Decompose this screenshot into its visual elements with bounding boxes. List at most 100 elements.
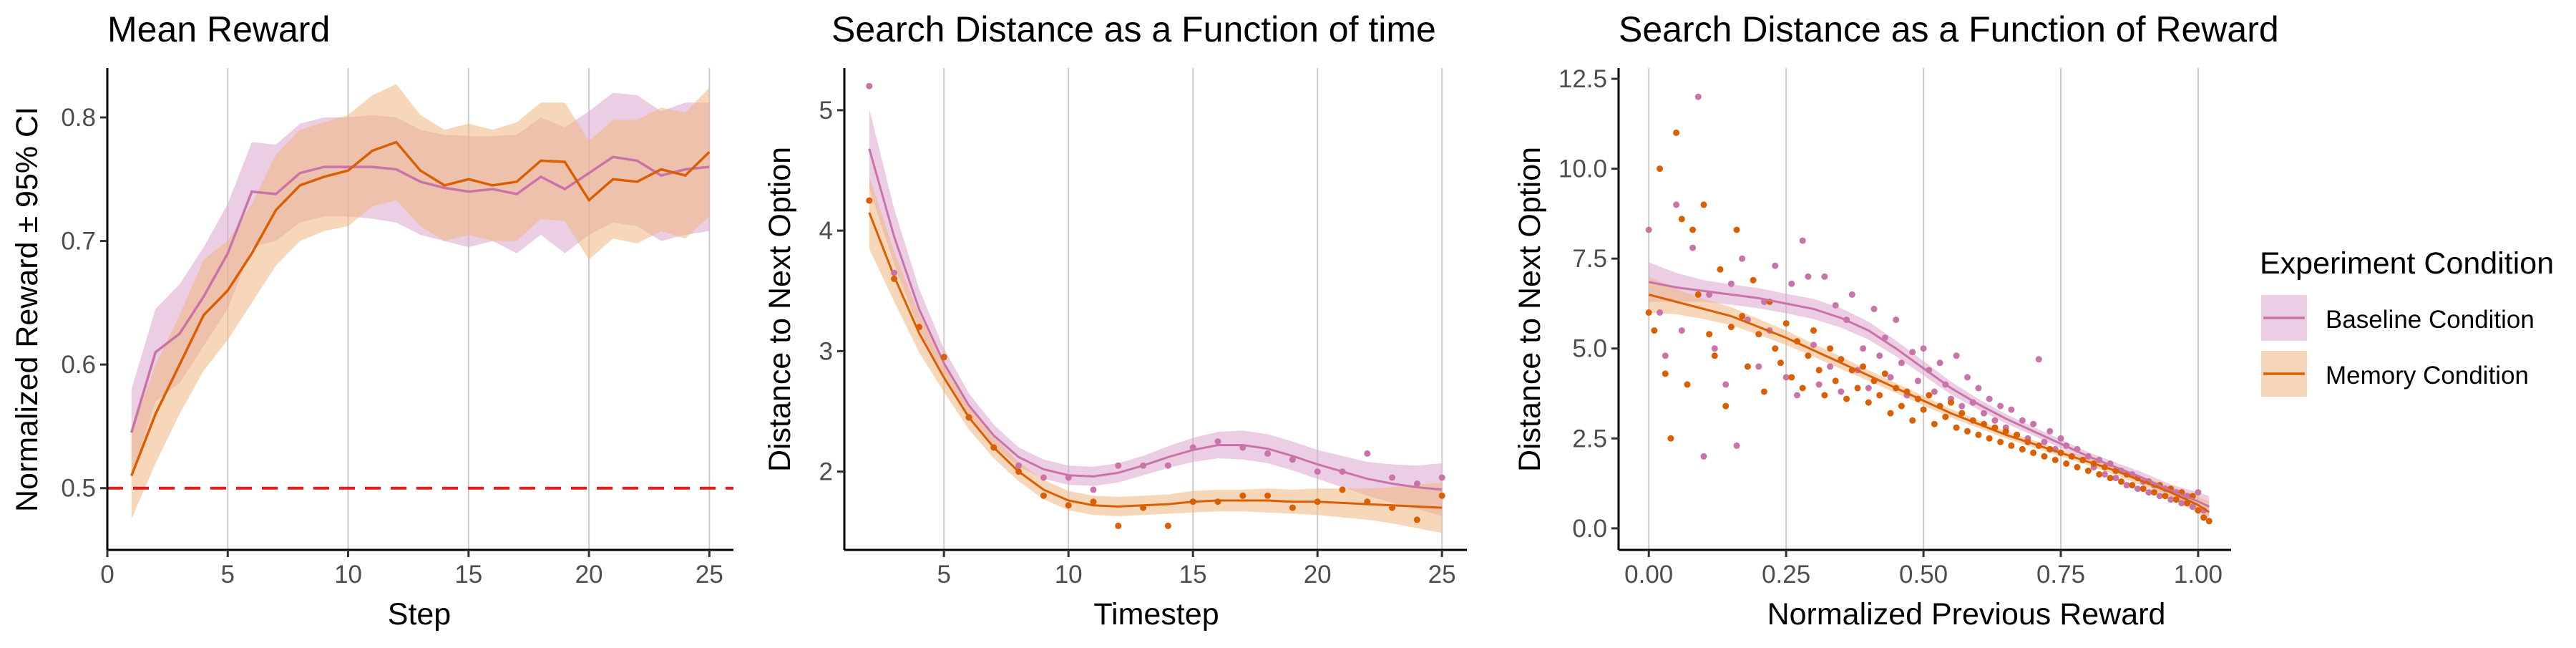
data-point-memory bbox=[1832, 377, 1839, 385]
data-point-memory bbox=[1662, 370, 1669, 377]
data-point-baseline bbox=[2112, 475, 2119, 482]
data-point-baseline bbox=[1981, 410, 1987, 417]
data-point-memory bbox=[1782, 320, 1790, 327]
data-point-baseline bbox=[1164, 462, 1171, 469]
legend: Experiment Condition Baseline Condition … bbox=[2260, 246, 2554, 397]
data-point-memory bbox=[1438, 492, 1445, 499]
y-tick-label: 0.5 bbox=[61, 475, 96, 503]
data-point-memory bbox=[1700, 201, 1707, 208]
data-point-baseline bbox=[1015, 462, 1023, 469]
data-point-memory bbox=[1843, 395, 1850, 402]
data-point-baseline bbox=[1739, 255, 1746, 262]
data-point-baseline bbox=[1870, 306, 1878, 312]
data-point-memory bbox=[1657, 165, 1664, 173]
data-point-baseline bbox=[1140, 462, 1147, 469]
x-tick-label: 0 bbox=[100, 561, 114, 589]
data-point-memory bbox=[1815, 367, 1823, 374]
data-point-memory bbox=[2084, 468, 2092, 474]
data-point-baseline bbox=[1289, 456, 1296, 463]
legend-title: Experiment Condition bbox=[2260, 246, 2554, 281]
data-point-memory bbox=[1876, 392, 1883, 399]
data-point-baseline bbox=[1893, 316, 1900, 324]
y-tick-label: 0.0 bbox=[1572, 515, 1607, 543]
data-point-baseline bbox=[1065, 474, 1072, 481]
data-point-baseline bbox=[2008, 406, 2015, 413]
data-point-memory bbox=[1799, 385, 1806, 392]
panel-2-axes: 5 10 15 20 25 2 3 4 5 bbox=[819, 68, 1467, 589]
data-point-baseline bbox=[1810, 342, 1817, 349]
data-point-baseline bbox=[1931, 388, 1938, 395]
x-tick-label: 20 bbox=[1304, 561, 1332, 589]
data-point-baseline bbox=[1413, 480, 1420, 487]
data-point-memory bbox=[1164, 522, 1171, 529]
data-point-baseline bbox=[2167, 496, 2175, 503]
data-point-baseline bbox=[1694, 93, 1702, 100]
x-tick-label: 0.50 bbox=[1899, 561, 1948, 589]
smooth-line-memory bbox=[868, 212, 1443, 509]
data-point-memory bbox=[1015, 468, 1023, 475]
x-tick-label: 20 bbox=[575, 561, 603, 589]
data-point-baseline bbox=[1958, 402, 1966, 410]
data-point-baseline bbox=[1339, 468, 1346, 475]
ci-band-memory bbox=[869, 176, 1443, 533]
data-point-baseline bbox=[1189, 444, 1196, 451]
data-point-memory bbox=[1689, 226, 1697, 233]
data-point-memory bbox=[1920, 406, 1927, 413]
data-point-memory bbox=[2151, 489, 2157, 496]
data-point-baseline bbox=[1264, 450, 1272, 457]
data-point-baseline bbox=[2030, 420, 2037, 427]
data-point-memory bbox=[990, 444, 997, 451]
data-point-baseline bbox=[1964, 374, 1971, 381]
panel-mean-reward: Mean Reward Step Normalized Reward ± 95%… bbox=[10, 9, 733, 632]
data-point-baseline bbox=[2123, 482, 2130, 489]
data-point-memory bbox=[915, 324, 922, 331]
y-tick-label: 0.8 bbox=[61, 104, 96, 132]
y-tick-label: 0.7 bbox=[61, 228, 96, 256]
data-point-memory bbox=[1909, 417, 1916, 424]
data-point-memory bbox=[1948, 399, 1954, 406]
data-point-memory bbox=[965, 414, 972, 421]
panel-distance-time: Search Distance as a Function of time Ti… bbox=[763, 9, 1467, 632]
data-point-baseline bbox=[2189, 503, 2196, 511]
series-line-baseline bbox=[130, 155, 710, 433]
data-point-memory bbox=[2118, 478, 2124, 485]
data-point-memory bbox=[1887, 410, 1894, 417]
panel-3-xlabel: Normalized Previous Reward bbox=[1767, 597, 2166, 632]
x-tick-label: 5 bbox=[937, 561, 950, 589]
data-point-memory bbox=[1711, 352, 1718, 359]
smooth-line-baseline bbox=[868, 148, 1443, 491]
data-point-baseline bbox=[2101, 471, 2108, 478]
data-point-baseline bbox=[1821, 273, 1828, 280]
data-point-baseline bbox=[1788, 280, 1795, 287]
data-point-memory bbox=[1975, 431, 1982, 438]
data-point-memory bbox=[1651, 327, 1658, 334]
data-point-memory bbox=[1214, 498, 1221, 506]
data-point-memory bbox=[1239, 492, 1246, 499]
data-point-memory bbox=[1339, 486, 1346, 493]
data-point-memory bbox=[2019, 445, 2026, 453]
panel-2-ci-bands bbox=[869, 109, 1443, 533]
data-point-memory bbox=[1065, 502, 1072, 509]
data-point-memory bbox=[2051, 456, 2059, 463]
data-point-baseline bbox=[866, 82, 873, 90]
data-point-baseline bbox=[1673, 201, 1680, 208]
data-point-memory bbox=[2162, 493, 2169, 500]
panel-3-title: Search Distance as a Function of Reward bbox=[1619, 9, 2279, 49]
data-point-baseline bbox=[1040, 474, 1047, 481]
panel-3-ylabel: Distance to Next Option bbox=[1513, 147, 1547, 472]
data-point-baseline bbox=[1848, 291, 1855, 298]
data-point-baseline bbox=[2046, 427, 2054, 435]
panel-1-ylabel: Normalized Reward ± 95% CI bbox=[10, 107, 44, 512]
data-point-memory bbox=[891, 275, 898, 282]
legend-item-memory: Memory Condition bbox=[2261, 351, 2529, 397]
data-point-baseline bbox=[1865, 385, 1872, 392]
data-point-memory bbox=[1727, 324, 1735, 331]
data-point-memory bbox=[1860, 363, 1867, 370]
legend-label-memory: Memory Condition bbox=[2326, 362, 2529, 390]
data-point-memory bbox=[1722, 402, 1729, 410]
data-point-baseline bbox=[1953, 352, 1960, 359]
data-point-memory bbox=[1739, 313, 1746, 319]
data-point-memory bbox=[1040, 492, 1047, 499]
